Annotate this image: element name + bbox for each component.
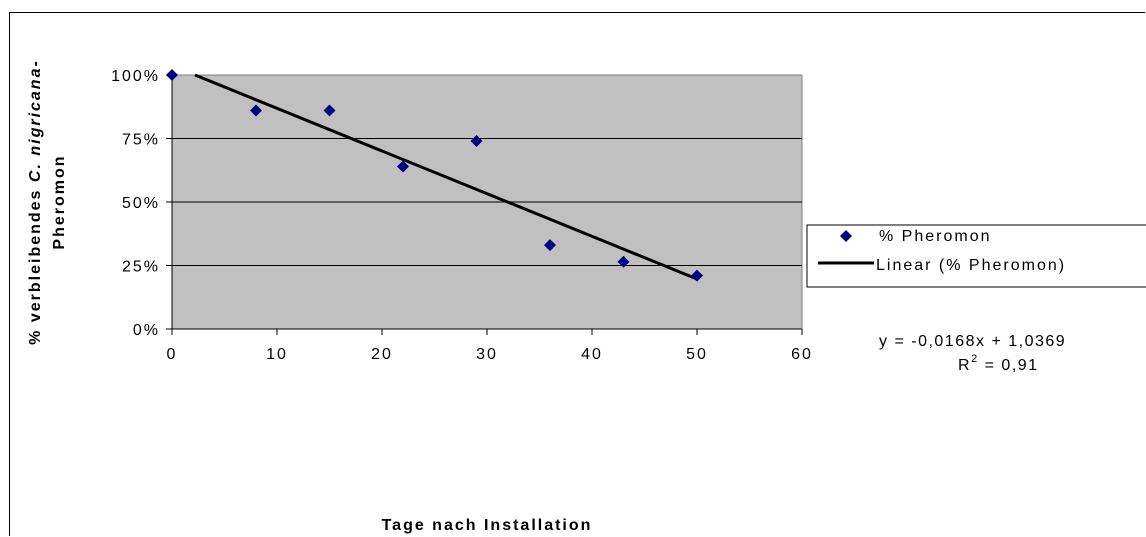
legend: % Pheromon Linear (% Pheromon) <box>806 224 1146 288</box>
x-axis-title: Tage nach Installation <box>382 517 593 534</box>
y-tick-label: 50% <box>122 195 160 212</box>
legend-label-trend: Linear (% Pheromon) <box>876 257 1066 274</box>
y-axis-title-suffix: - <box>27 59 44 66</box>
x-tick-label: 0 <box>167 346 178 363</box>
trendline-layer <box>194 73 698 281</box>
gridlines <box>172 138 802 266</box>
x-tick-label: 20 <box>371 346 393 363</box>
legend-box <box>806 224 1146 288</box>
data-point <box>323 104 336 117</box>
x-tick-label: 40 <box>581 346 603 363</box>
y-tick-label: 75% <box>122 132 160 149</box>
legend-label-series: % Pheromon <box>879 228 992 245</box>
data-point <box>250 104 262 117</box>
chart-frame: 0% 25% 50% 75% 100% 0 10 20 30 40 50 60 Tage nach I… <box>9 12 1146 536</box>
axes: 0% 25% 50% 75% 100% 0 10 20 30 40 50 60 <box>111 68 813 363</box>
data-point <box>166 69 178 81</box>
x-tick-label: 30 <box>476 346 498 363</box>
trendline-equation: y = -0,0168x + 1,0369 <box>879 333 1066 350</box>
y-axis-title-prefix: % verbleibendes <box>27 182 44 345</box>
data-point <box>470 135 483 148</box>
legend-marker-diamond-icon <box>840 230 852 242</box>
y-tick-label: 100% <box>111 68 160 85</box>
y-tick-label: 25% <box>122 259 160 276</box>
y-axis-title-line2: Pheromon <box>51 154 68 249</box>
x-tick-label: 50 <box>686 346 708 363</box>
data-point <box>617 255 630 268</box>
data-point <box>691 269 703 282</box>
data-points <box>166 69 703 282</box>
r-squared-label: R2 = 0,91 <box>958 353 1039 374</box>
x-tick-label: 60 <box>791 346 813 363</box>
data-point <box>397 160 409 173</box>
y-axis-title: % verbleibendes C. nigricana- <box>27 59 44 345</box>
y-tick-label: 0% <box>133 322 160 339</box>
x-tick-label: 10 <box>266 346 288 363</box>
scatter-chart: 0% 25% 50% 75% 100% 0 10 20 30 40 50 60 Tage nach I… <box>27 59 1146 534</box>
data-point <box>544 239 556 252</box>
trendline <box>194 73 698 281</box>
y-axis-title-species: C. nigricana <box>27 67 44 183</box>
